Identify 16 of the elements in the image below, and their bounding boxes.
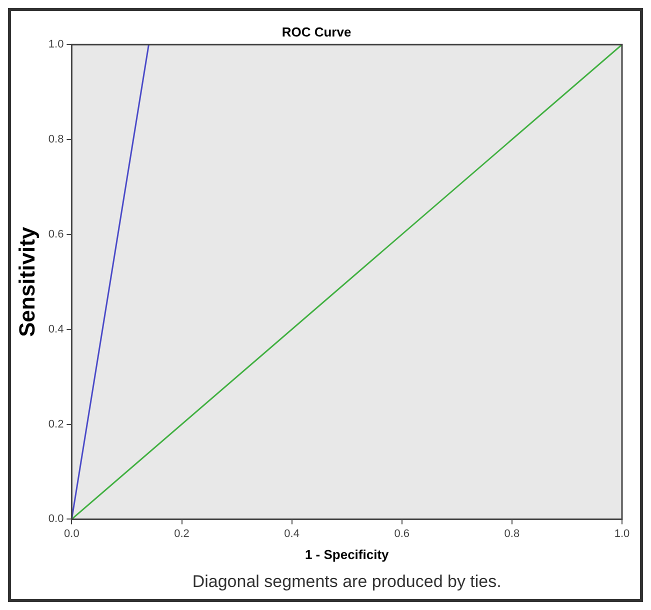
x-tick-label: 0.8 (504, 528, 520, 540)
x-tick-label: 1.0 (614, 528, 630, 540)
y-axis-title: Sensitivity (14, 226, 40, 337)
x-tick-label: 0.0 (64, 528, 80, 540)
y-tick-label: 0.0 (48, 513, 64, 526)
x-tick-label: 0.6 (394, 528, 410, 540)
chart-title: ROC Curve (282, 24, 352, 40)
x-tick-label: 0.4 (284, 528, 300, 540)
y-tick-label: 0.8 (48, 134, 64, 146)
y-tick-label: 0.2 (48, 418, 64, 430)
y-tick-label: 0.4 (48, 323, 64, 336)
x-tick-label: 0.2 (174, 528, 190, 540)
y-tick-label: 0.6 (48, 228, 64, 240)
x-axis-title: 1 - Specificity (304, 546, 390, 562)
text: Diagonal segments are produced by ties. (192, 572, 502, 592)
y-tick-label: 1.0 (48, 38, 64, 51)
